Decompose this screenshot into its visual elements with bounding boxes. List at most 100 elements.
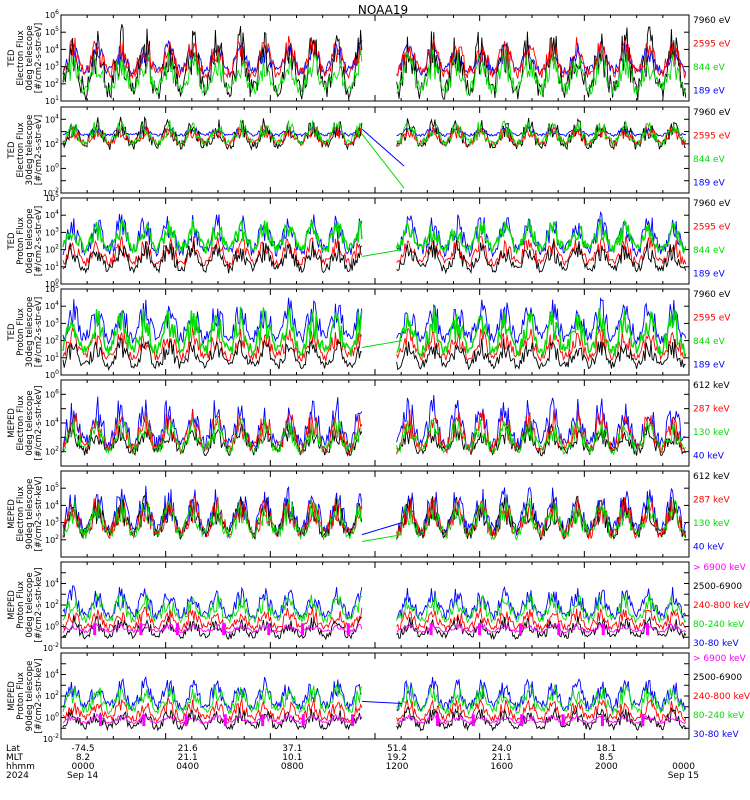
y-axis-label-line: [#/cm2-s-str-keV] bbox=[34, 568, 44, 643]
trace-black bbox=[396, 615, 687, 641]
trace-magenta-spike bbox=[223, 714, 227, 727]
y-axis-label-line: [#/cm2-s-str-eV] bbox=[34, 23, 44, 93]
trace-green bbox=[62, 592, 363, 625]
trace-magenta-spike bbox=[478, 623, 482, 636]
y-tick-label: 105 bbox=[45, 192, 59, 203]
y-tick-label: 100 bbox=[45, 278, 59, 289]
y-axis-label-line: 0deg telescope bbox=[25, 208, 35, 273]
trace-green bbox=[62, 119, 363, 147]
trace-blue bbox=[396, 41, 687, 76]
footer-value: Sep 14 bbox=[67, 771, 99, 781]
trace-magenta-spike bbox=[301, 714, 305, 727]
footer-value: 10.1 bbox=[282, 753, 302, 763]
trace-black bbox=[62, 336, 363, 371]
y-axis-label-line: 30deg telescope bbox=[25, 297, 35, 368]
trace-black bbox=[396, 239, 687, 275]
trace-red bbox=[396, 409, 687, 456]
panel-5: 102 104 106 MEPED Electron Flux 0deg telescop… bbox=[7, 379, 730, 467]
y-tick-label: 103 bbox=[45, 226, 59, 237]
panel-8: 10-2 100 102 104 MEPED Proton Flux 90deg teles… bbox=[7, 652, 750, 744]
y-tick-label: 104 bbox=[45, 578, 59, 589]
trace-green bbox=[62, 497, 363, 541]
trace-magenta-spike bbox=[222, 623, 226, 636]
trace-black bbox=[62, 707, 363, 732]
legend-entry: 189 eV bbox=[693, 87, 726, 97]
legend-entry: 844 eV bbox=[693, 155, 726, 165]
y-axis-label-line: Electron Flux bbox=[16, 395, 26, 450]
trace-magenta-spike bbox=[429, 623, 433, 636]
legend-entry: 287 keV bbox=[693, 496, 730, 506]
trace-magenta-spike bbox=[301, 623, 305, 636]
trace-red bbox=[62, 326, 363, 362]
y-axis-label-line: [#/cm2-s-str-eV] bbox=[34, 206, 44, 276]
y-axis-label-line: 0deg telescope bbox=[25, 390, 35, 455]
y-tick-label: 100 bbox=[45, 162, 59, 173]
trace-magenta-spike bbox=[184, 714, 188, 727]
y-axis-label-line: 0deg telescope bbox=[25, 25, 35, 90]
y-tick-label: 102 bbox=[45, 335, 59, 346]
panel-6: 102 103 104 105 MEPED Electron Flux 90deg tele… bbox=[7, 470, 730, 558]
gap-connector bbox=[361, 522, 403, 536]
trace-magenta-spike bbox=[142, 714, 146, 727]
legend-entry: > 6900 keV bbox=[693, 654, 747, 664]
gap-connector bbox=[361, 249, 403, 257]
trace-red bbox=[396, 37, 687, 80]
y-tick-label: 106 bbox=[45, 9, 59, 20]
footer-value: 21.6 bbox=[178, 744, 198, 754]
panel-7: 10-2 100 102 104 MEPED Proton Flux 0deg telesc… bbox=[7, 561, 750, 653]
footer-value: 18.1 bbox=[596, 744, 616, 754]
trace-red bbox=[396, 496, 687, 540]
legend-entry: 240-800 keV bbox=[693, 692, 750, 702]
trace-magenta-spike bbox=[561, 714, 565, 727]
y-tick-label: 102 bbox=[45, 78, 59, 89]
y-tick-label: 102 bbox=[45, 244, 59, 255]
y-tick-label: 100 bbox=[45, 369, 59, 380]
y-tick-label: 105 bbox=[45, 283, 59, 294]
y-axis-label-line: TED bbox=[7, 141, 17, 160]
trace-magenta-spike bbox=[98, 714, 102, 727]
y-tick-label: 102 bbox=[45, 534, 59, 545]
y-tick-label: 102 bbox=[45, 138, 59, 149]
legend-entry: 7960 eV bbox=[693, 108, 731, 118]
y-tick-label: 10-2 bbox=[43, 642, 59, 653]
panel-3: 100 101 102 103 104 105 TED Proton Flux 0deg tel… bbox=[7, 192, 731, 289]
trace-green bbox=[396, 418, 687, 456]
trace-black bbox=[396, 706, 687, 732]
y-axis-label-line: Proton Flux bbox=[16, 308, 26, 356]
legend-entry: 80-240 keV bbox=[693, 620, 745, 630]
trace-magenta-spike bbox=[175, 623, 179, 636]
y-axis-label-line: Electron Flux bbox=[16, 122, 26, 177]
y-tick-label: 102 bbox=[45, 446, 59, 457]
trace-magenta-spike bbox=[520, 714, 524, 727]
gap-connector bbox=[361, 133, 405, 189]
y-tick-label: 100 bbox=[45, 621, 59, 632]
trace-magenta bbox=[62, 713, 363, 725]
trace-magenta bbox=[396, 622, 687, 634]
legend-entry: 844 eV bbox=[693, 246, 726, 256]
trace-blue bbox=[396, 125, 686, 138]
trace-green bbox=[396, 497, 687, 541]
y-tick-label: 101 bbox=[45, 95, 59, 106]
legend-entry: 2595 eV bbox=[693, 40, 731, 50]
trace-green bbox=[62, 50, 363, 96]
footer-value: 8.2 bbox=[76, 753, 90, 763]
legend-entry: 80-240 keV bbox=[693, 711, 745, 721]
trace-magenta-spike bbox=[346, 623, 350, 636]
trace-red bbox=[62, 409, 363, 456]
y-tick-label: 101 bbox=[45, 261, 59, 272]
y-tick-label: 104 bbox=[45, 499, 59, 510]
footer-value: 21.1 bbox=[492, 753, 512, 763]
legend-entry: 240-800 keV bbox=[693, 601, 750, 611]
trace-blue bbox=[396, 677, 687, 713]
trace-magenta-spike bbox=[471, 714, 475, 727]
footer-row-label: 2024 bbox=[6, 771, 29, 781]
trace-magenta-spike bbox=[519, 623, 523, 636]
trace-red bbox=[62, 35, 363, 80]
trace-magenta-spike bbox=[435, 714, 439, 727]
trace-green bbox=[62, 415, 363, 455]
trace-blue bbox=[396, 296, 687, 345]
footer-row-label: Lat bbox=[6, 744, 21, 754]
y-tick-label: 104 bbox=[45, 43, 59, 54]
legend-entry: 844 eV bbox=[693, 337, 726, 347]
y-axis-label-line: MEPED bbox=[7, 590, 17, 620]
